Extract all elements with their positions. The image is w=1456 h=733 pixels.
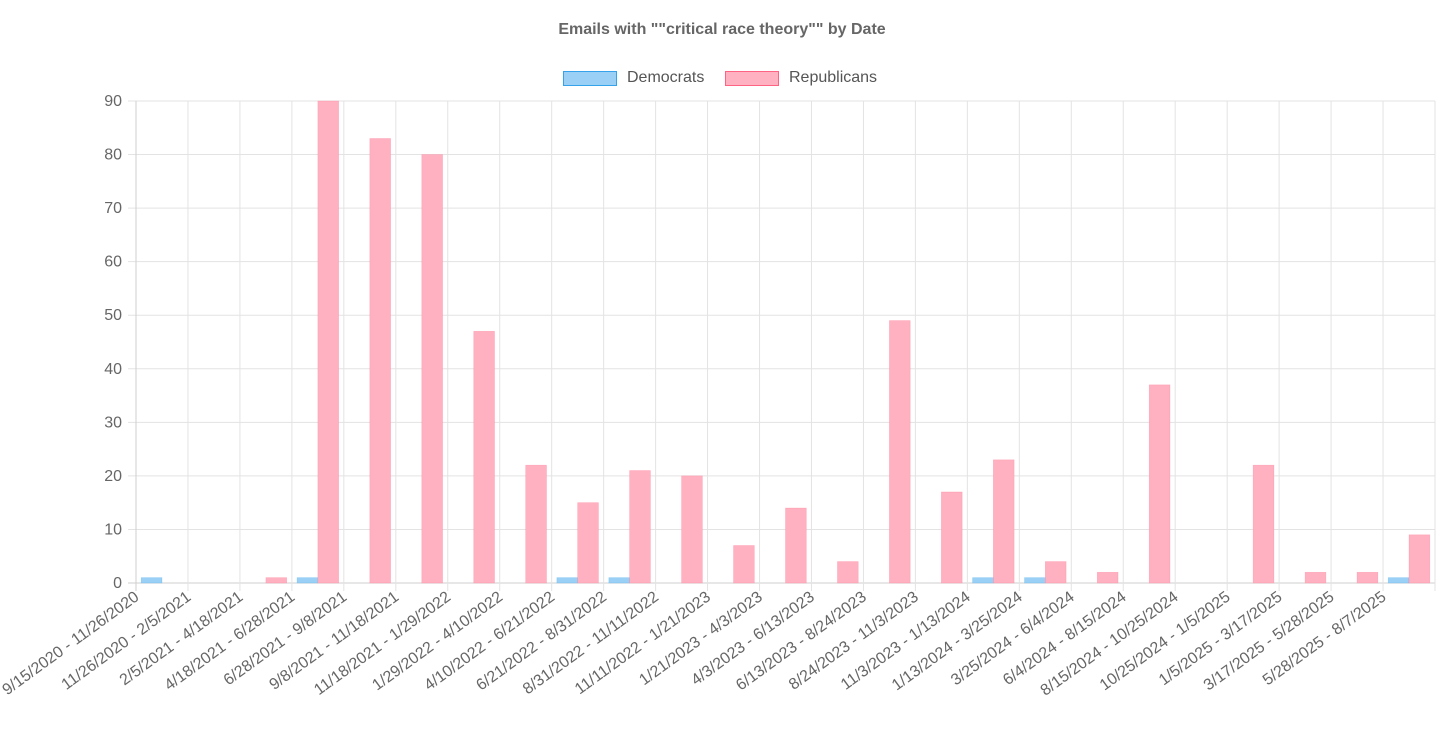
bar-republicans-23 xyxy=(1356,571,1379,584)
y-tick-label: 20 xyxy=(104,468,122,485)
y-tick-label: 60 xyxy=(104,254,122,271)
bar-republicans-6 xyxy=(473,330,495,584)
bar-republicans-22 xyxy=(1304,571,1327,584)
legend-label-republicans: Republicans xyxy=(789,69,878,86)
y-tick-label: 10 xyxy=(104,521,122,538)
bar-democrats-16 xyxy=(972,577,994,584)
legend-swatch-democrats xyxy=(563,70,617,86)
bar-democrats-8 xyxy=(556,577,578,584)
chart-legend: Democrats Republicans xyxy=(0,68,1444,88)
bar-republicans-16 xyxy=(993,459,1015,584)
bar-republicans-15 xyxy=(941,491,963,584)
bar-democrats-17 xyxy=(1024,577,1046,584)
bar-republicans-14 xyxy=(889,320,911,584)
bar-republicans-2 xyxy=(265,577,287,584)
bar-republicans-21 xyxy=(1252,464,1275,584)
bar-democrats-9 xyxy=(608,577,630,584)
chart-title: Emails with ""critical race theory"" by … xyxy=(558,21,886,38)
y-tick-label: 90 xyxy=(104,93,122,110)
bar-republicans-8 xyxy=(577,502,599,584)
legend-item-republicans[interactable]: Republicans xyxy=(725,68,877,88)
bar-republicans-5 xyxy=(421,154,443,584)
bar-republicans-3 xyxy=(317,100,339,584)
bar-democrats-3 xyxy=(296,577,319,584)
bar-republicans-17 xyxy=(1045,561,1067,584)
bar-republicans-7 xyxy=(525,464,547,584)
legend-swatch-republicans xyxy=(725,70,779,86)
y-tick-label: 70 xyxy=(104,200,122,217)
legend-item-democrats[interactable]: Democrats xyxy=(563,68,704,88)
bar-republicans-11 xyxy=(733,545,755,584)
bar-democrats-0 xyxy=(140,577,163,584)
bar-republicans-24 xyxy=(1408,534,1431,584)
y-tick-label: 0 xyxy=(113,575,122,592)
bar-republicans-12 xyxy=(785,507,807,584)
bar-republicans-19 xyxy=(1148,384,1171,584)
legend-label-democrats: Democrats xyxy=(627,69,705,86)
bar-republicans-18 xyxy=(1096,571,1119,584)
bar-republicans-9 xyxy=(629,470,651,584)
bar-republicans-10 xyxy=(681,475,703,584)
bar-republicans-4 xyxy=(369,138,391,584)
bar-republicans-13 xyxy=(837,561,859,584)
y-tick-label: 40 xyxy=(104,361,122,378)
y-tick-label: 30 xyxy=(104,414,122,431)
y-tick-label: 50 xyxy=(104,307,122,324)
bar-democrats-24 xyxy=(1387,577,1410,584)
y-tick-label: 80 xyxy=(104,147,122,164)
